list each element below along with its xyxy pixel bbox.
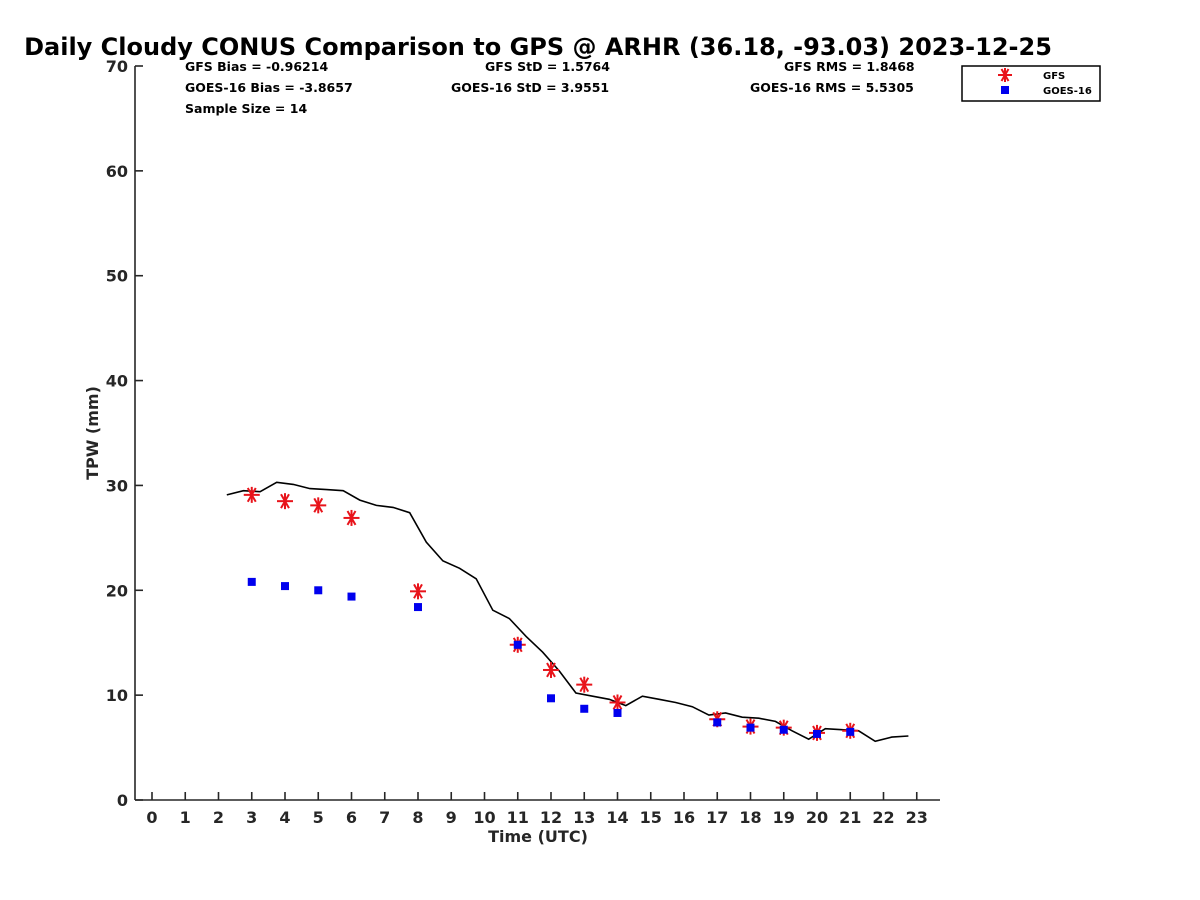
x-tick-label: 9 (446, 808, 457, 827)
y-tick-label: 10 (106, 686, 128, 705)
gfs-point (343, 509, 360, 526)
y-axis-label: TPW (mm) (83, 386, 102, 480)
goes-point (347, 592, 356, 601)
goes-rms-text: GOES-16 RMS = 5.5305 (750, 80, 914, 95)
x-tick-label: 14 (606, 808, 628, 827)
x-tick-label: 7 (379, 808, 390, 827)
gfs-point (576, 676, 593, 693)
goes-point (513, 640, 522, 649)
goes-point (713, 718, 722, 727)
x-tick-label: 8 (412, 808, 423, 827)
statistics-panel: GFS Bias = -0.96214 GOES-16 Bias = -3.86… (185, 59, 915, 116)
goes-bias-text: GOES-16 Bias = -3.8657 (185, 80, 353, 95)
goes-point (779, 725, 788, 734)
legend-box (961, 65, 1101, 102)
y-tick-label: 0 (117, 791, 128, 810)
x-tick-label: 19 (773, 808, 795, 827)
gfs-point (310, 497, 327, 514)
goes-point (281, 582, 289, 591)
x-tick-label: 21 (839, 808, 861, 827)
goes-point (746, 723, 755, 732)
x-tick-label: 5 (313, 808, 324, 827)
x-tick-label: 3 (246, 808, 257, 827)
x-axis-label: Time (UTC) (488, 827, 588, 846)
goes-point (314, 586, 323, 595)
gfs-std-text: GFS StD = 1.5764 (485, 59, 610, 74)
y-tick-label: 20 (106, 581, 128, 600)
gfs-rms-text: GFS RMS = 1.8468 (784, 59, 915, 74)
chart-title: Daily Cloudy CONUS Comparison to GPS @ A… (24, 33, 1052, 61)
goes-point (247, 577, 256, 586)
x-tick-label: 0 (146, 808, 157, 827)
x-tick-label: 20 (806, 808, 828, 827)
legend-gfs-marker (998, 68, 1012, 82)
x-tick-label: 2 (213, 808, 224, 827)
legend-goes-label: GOES-16 (1043, 86, 1092, 97)
goes-point (547, 694, 555, 703)
x-tick-label: 17 (706, 808, 728, 827)
x-tick-label: 11 (507, 808, 529, 827)
y-tick-label: 50 (106, 267, 128, 286)
goes-point (613, 708, 622, 717)
gfs-point (543, 661, 559, 678)
legend: GFS GOES-16 (961, 65, 1101, 102)
sample-size-text: Sample Size = 14 (185, 101, 307, 116)
x-tick-label: 6 (346, 808, 357, 827)
gfs-point (609, 694, 626, 711)
x-tick-label: 16 (673, 808, 695, 827)
gfs-point (243, 486, 260, 503)
y-tick-label: 30 (106, 476, 128, 495)
y-tick-label: 40 (106, 372, 128, 391)
gfs-bias-text: GFS Bias = -0.96214 (185, 59, 328, 74)
goes-point (813, 729, 821, 738)
x-tick-label: 1 (180, 808, 191, 827)
x-tick-label: 13 (573, 808, 595, 827)
legend-gfs-label: GFS (1043, 71, 1065, 82)
y-tick-label: 70 (106, 57, 128, 76)
x-tick-label: 22 (872, 808, 894, 827)
x-tick-label: 10 (473, 808, 495, 827)
x-tick-label: 18 (739, 808, 761, 827)
y-tick-label: 60 (106, 162, 128, 181)
legend-goes-marker (1001, 86, 1009, 94)
x-tick-label: 23 (906, 808, 928, 827)
x-tick-label: 12 (540, 808, 562, 827)
legend-gfs-asterisk (998, 68, 1012, 82)
plot-area: 0 1 2 3 4 5 6 7 8 9 10 11 12 13 14 15 16 17 18 19 20 21 22 2301… (106, 57, 940, 827)
x-tick-label: 15 (640, 808, 662, 827)
gfs-point (410, 583, 426, 600)
x-tick-label: 4 (279, 808, 290, 827)
gfs-point (277, 493, 293, 510)
goes-point (846, 727, 855, 736)
goes-point (414, 603, 422, 612)
gps-line (226, 481, 909, 743)
goes-std-text: GOES-16 StD = 3.9551 (451, 80, 609, 95)
goes-point (580, 704, 589, 713)
